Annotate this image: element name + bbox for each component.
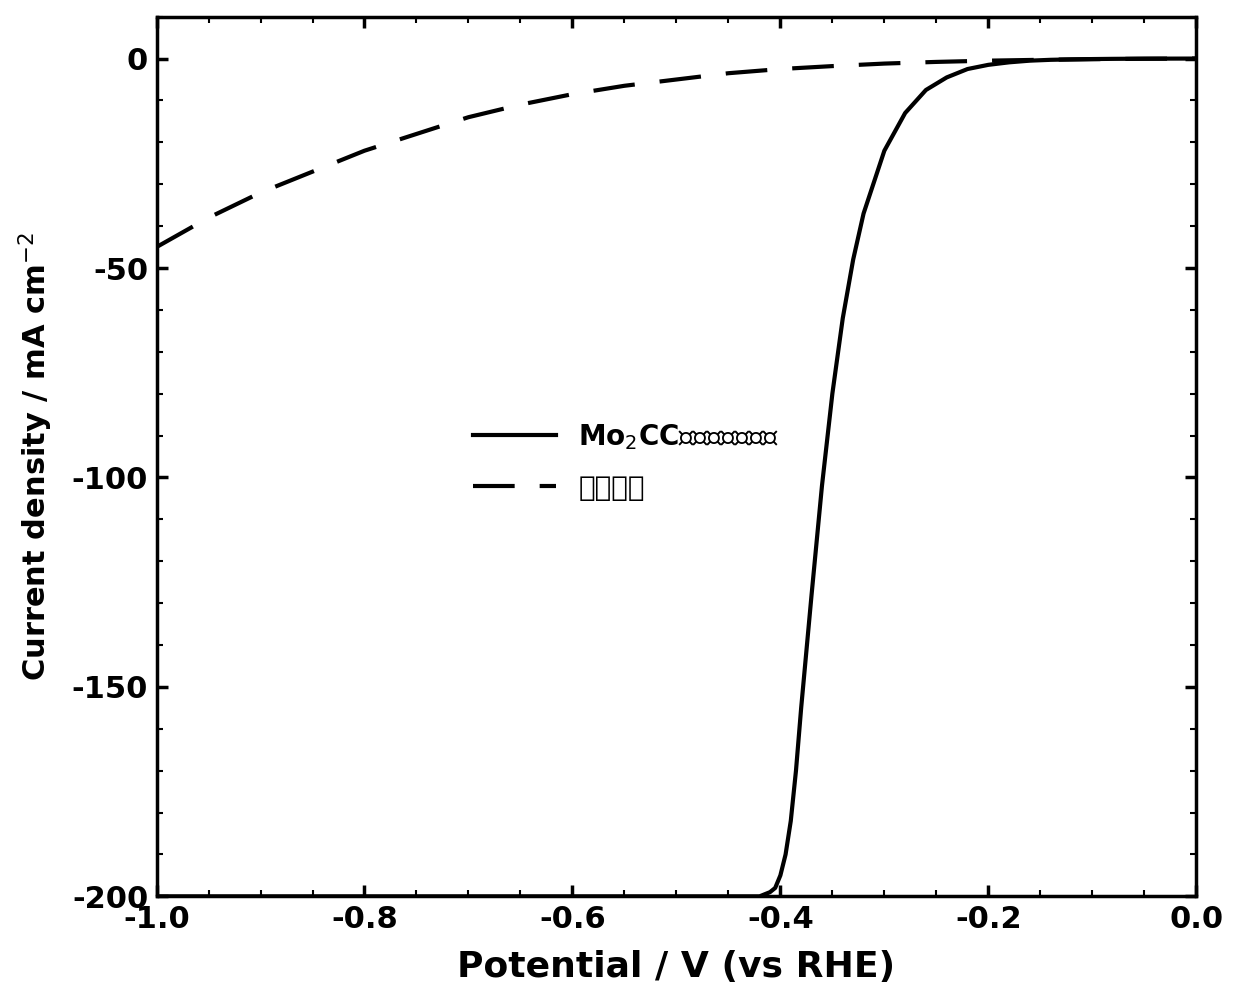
dashed: [618, 80, 632, 92]
solid: [1085, 53, 1100, 65]
solid: [732, 890, 746, 902]
Legend: Mo$_2$CC修饰的碳纤维布, 碳纤维布: Mo$_2$CC修饰的碳纤维布, 碳纤维布: [461, 410, 790, 513]
solid: [461, 890, 476, 902]
solid: [689, 890, 704, 902]
solid: [513, 890, 528, 902]
dashed: [409, 128, 424, 140]
solid: [919, 84, 934, 96]
solid: [856, 207, 870, 219]
dashed: [877, 58, 892, 70]
solid: [789, 765, 804, 777]
solid: [1023, 55, 1038, 67]
dashed: [929, 56, 944, 68]
solid: [846, 253, 861, 265]
solid: [1168, 53, 1183, 65]
dashed: [981, 55, 996, 67]
dashed: [201, 212, 216, 224]
X-axis label: Potential / V (vs RHE): Potential / V (vs RHE): [458, 950, 895, 984]
solid: [357, 890, 372, 902]
dashed: [565, 88, 580, 100]
solid: [939, 71, 954, 83]
solid: [960, 63, 975, 75]
solid: [305, 890, 320, 902]
solid: [409, 890, 424, 902]
solid: [768, 882, 782, 894]
dashed: [825, 60, 839, 72]
Line: dashed: dashed: [156, 58, 1197, 247]
dashed: [668, 73, 683, 85]
dashed: [1033, 54, 1048, 66]
solid: [1064, 53, 1079, 65]
solid: [981, 59, 996, 71]
solid: [794, 702, 808, 714]
solid: [149, 890, 164, 902]
dashed: [305, 165, 320, 177]
solid: [898, 107, 913, 119]
solid: [1147, 53, 1162, 65]
solid: [1002, 56, 1017, 68]
solid: [825, 387, 839, 399]
dashed: [1189, 52, 1204, 64]
solid: [1043, 54, 1058, 66]
solid: [779, 849, 794, 861]
solid: [877, 145, 892, 157]
solid: [836, 312, 851, 324]
Line: solid: solid: [156, 58, 1197, 896]
dashed: [720, 67, 735, 79]
solid: [773, 870, 787, 882]
Y-axis label: Current density / mA cm$^{-2}$: Current density / mA cm$^{-2}$: [16, 232, 55, 681]
solid: [618, 890, 632, 902]
solid: [753, 890, 768, 902]
dashed: [357, 145, 372, 157]
dashed: [461, 111, 476, 123]
solid: [201, 890, 216, 902]
dashed: [1137, 53, 1152, 65]
solid: [804, 589, 818, 601]
dashed: [513, 99, 528, 111]
dashed: [1085, 53, 1100, 65]
dashed: [149, 241, 164, 253]
solid: [1106, 53, 1121, 65]
solid: [815, 479, 830, 491]
solid: [565, 890, 580, 902]
solid: [1126, 53, 1141, 65]
solid: [763, 886, 777, 898]
dashed: [253, 186, 268, 198]
solid: [668, 890, 683, 902]
dashed: [773, 63, 787, 75]
solid: [784, 815, 799, 827]
solid: [711, 890, 725, 902]
solid: [253, 890, 268, 902]
solid: [1189, 52, 1204, 64]
